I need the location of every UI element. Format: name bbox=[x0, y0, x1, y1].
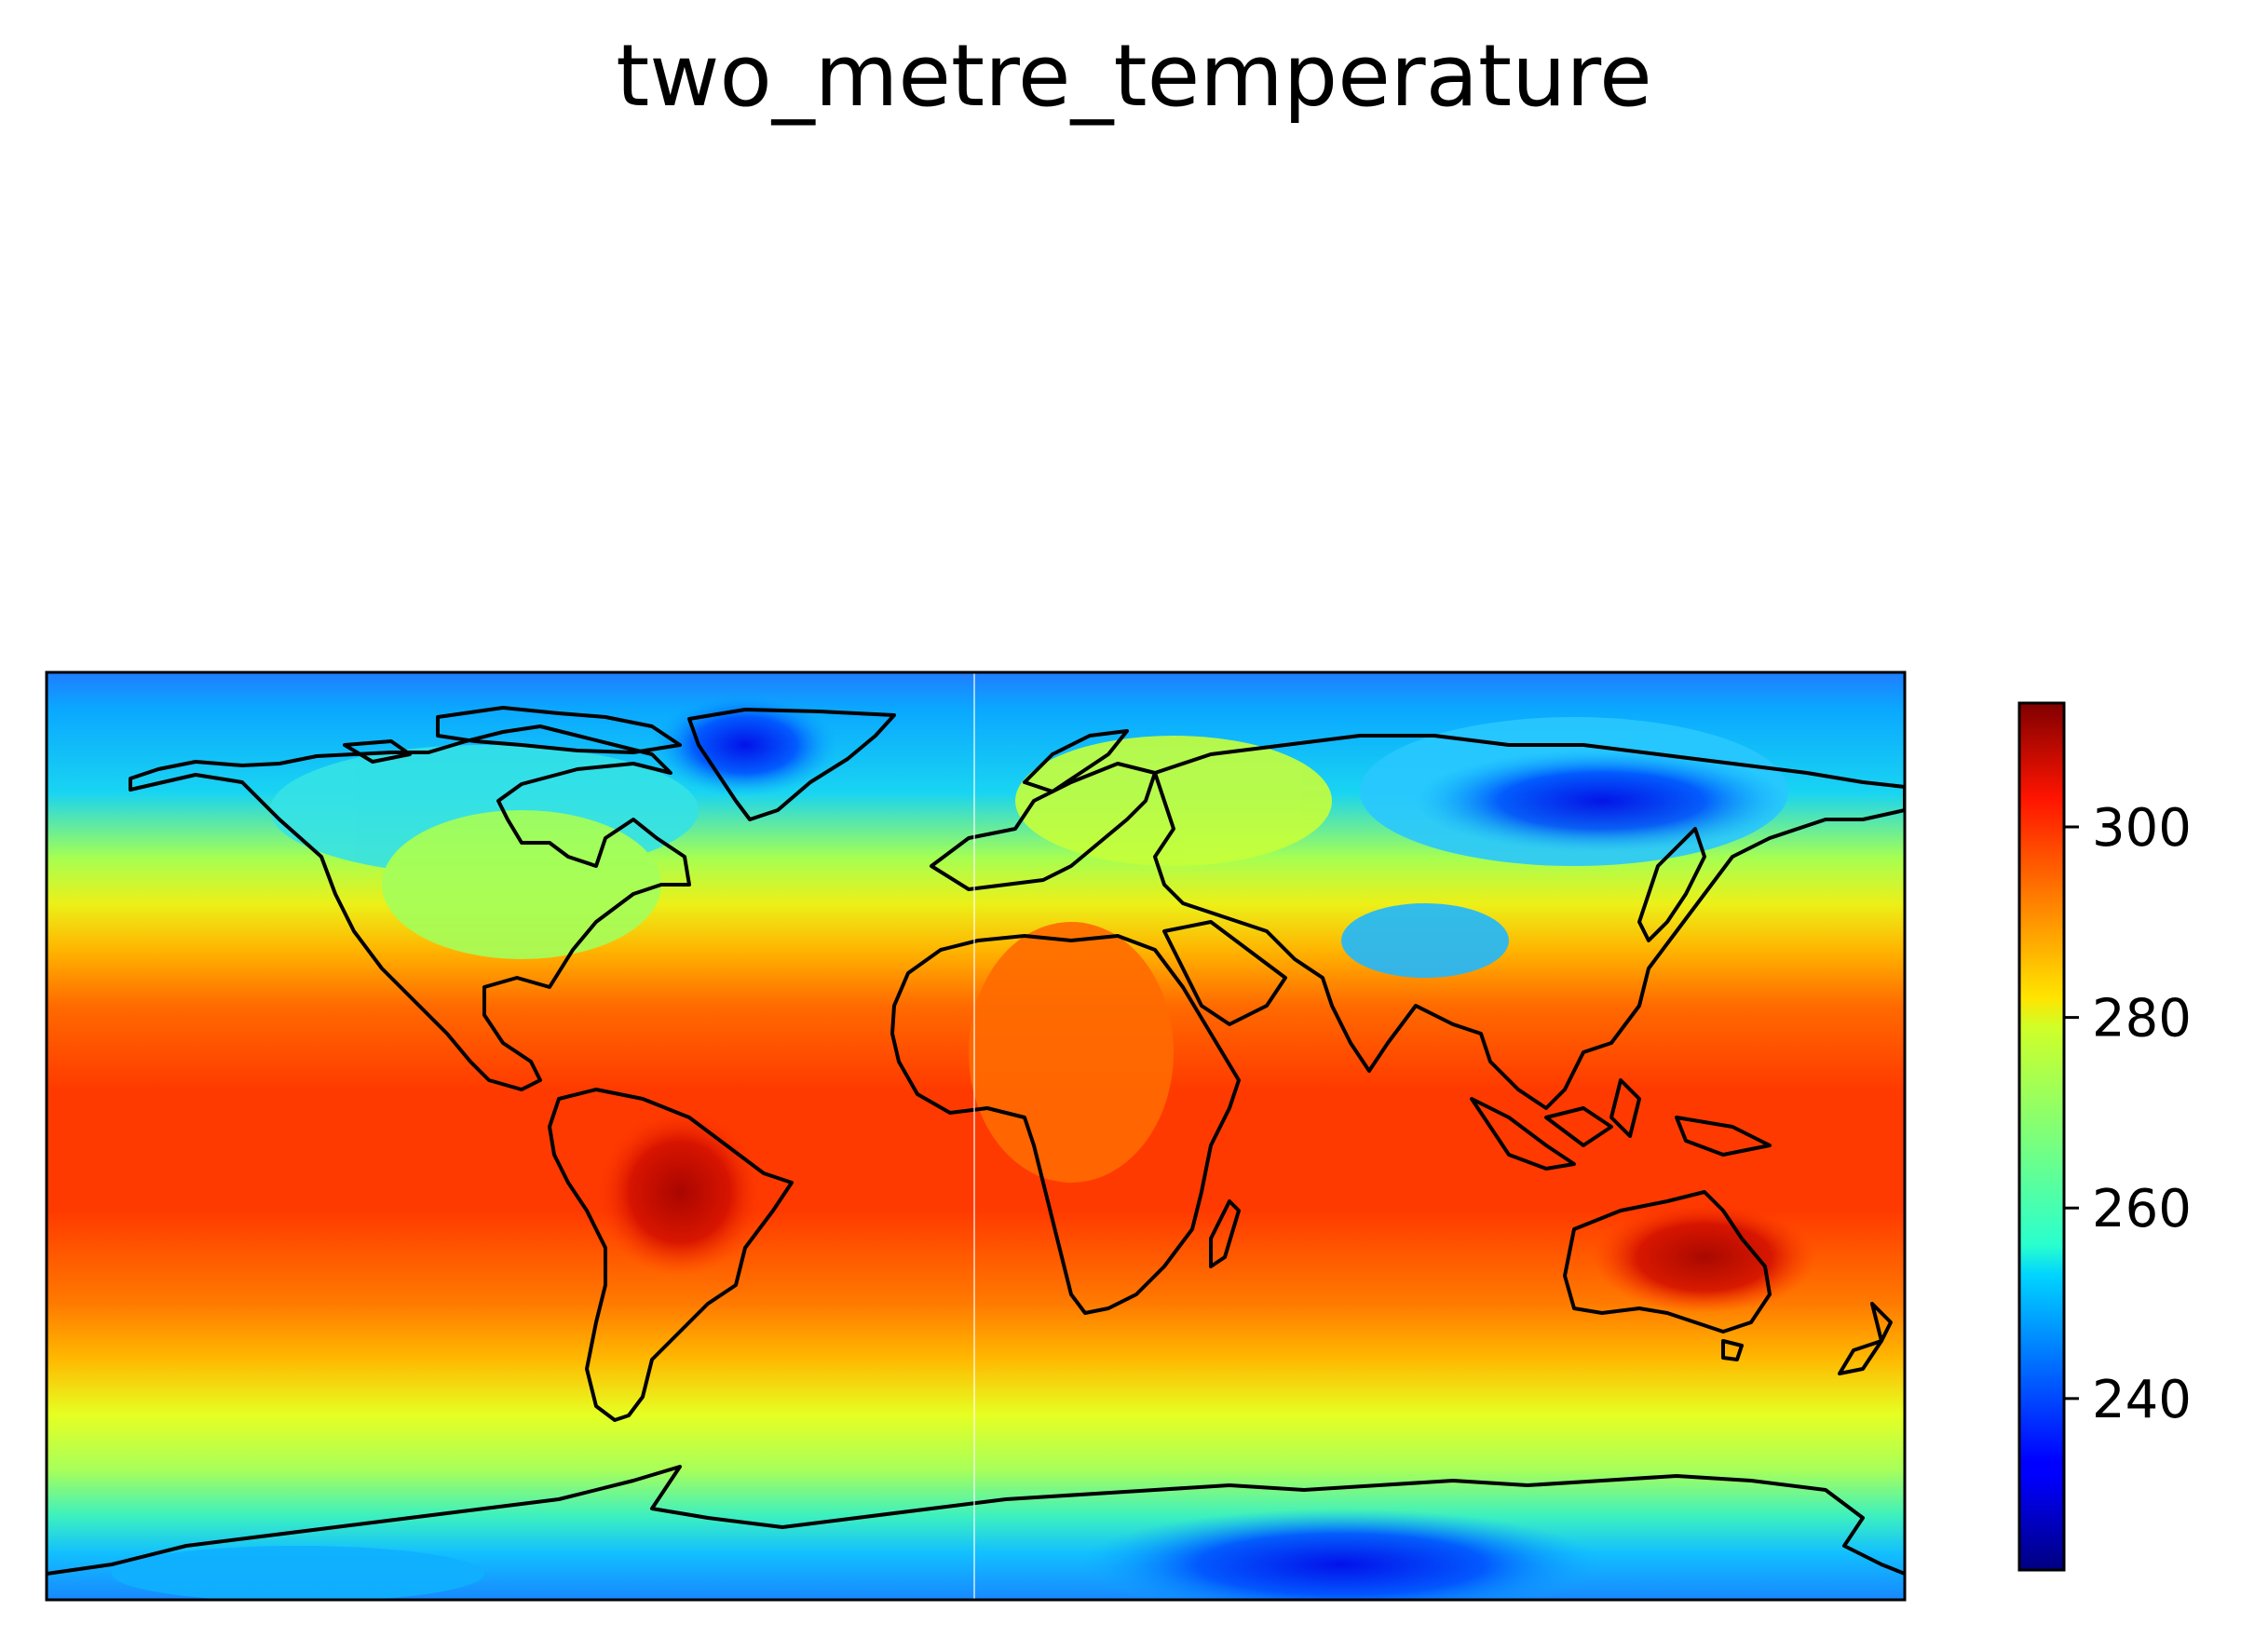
coastline-south-america bbox=[548, 1088, 794, 1422]
map-panel bbox=[47, 672, 1905, 1600]
coastline-greenland bbox=[687, 708, 896, 821]
coastline-europe bbox=[930, 762, 1157, 891]
coastline-africa bbox=[890, 934, 1241, 1315]
map-title: two_metre_temperature bbox=[616, 26, 1652, 126]
coastlines bbox=[47, 706, 1905, 1576]
coastline-north-america bbox=[129, 724, 691, 1091]
colorbar-ticks: 240 260 280 300 bbox=[2064, 798, 2192, 1430]
colorbar-gradient bbox=[2017, 701, 2066, 1572]
colorbar-tick-label: 280 bbox=[2092, 989, 2192, 1049]
coastline-antarctica bbox=[47, 1465, 1905, 1576]
coastline-australia bbox=[1563, 1190, 1772, 1333]
colorbar: 240 260 280 300 bbox=[2017, 701, 2192, 1572]
colorbar-tick-label: 260 bbox=[2092, 1179, 2192, 1239]
land-temperature-overlay bbox=[112, 694, 1816, 1600]
coastline-arctic-islands bbox=[436, 706, 682, 754]
colorbar-tick-label: 240 bbox=[2092, 1370, 2192, 1430]
map-frame bbox=[45, 670, 1907, 1602]
colorbar-tick-label: 300 bbox=[2092, 798, 2192, 859]
coastline-asia bbox=[1153, 734, 1905, 1110]
